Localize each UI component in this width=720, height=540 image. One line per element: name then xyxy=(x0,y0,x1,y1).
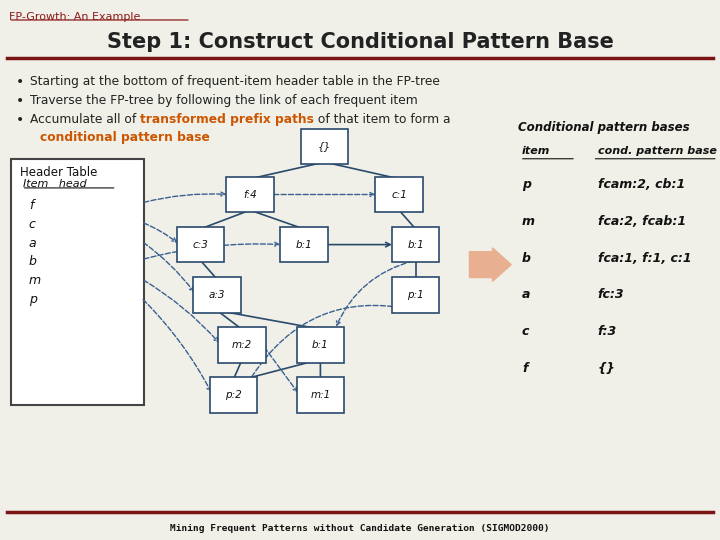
FancyBboxPatch shape xyxy=(301,129,348,164)
Text: conditional pattern base: conditional pattern base xyxy=(40,131,210,144)
Text: b: b xyxy=(522,252,531,265)
Text: Traverse the FP-tree by following the link of each frequent item: Traverse the FP-tree by following the li… xyxy=(30,94,418,107)
FancyBboxPatch shape xyxy=(210,377,257,413)
FancyArrow shape xyxy=(469,248,511,281)
FancyBboxPatch shape xyxy=(280,227,328,262)
Text: •: • xyxy=(16,113,24,127)
Text: f:4: f:4 xyxy=(243,190,257,199)
Text: b:1: b:1 xyxy=(312,340,329,350)
Text: Step 1: Construct Conditional Pattern Base: Step 1: Construct Conditional Pattern Ba… xyxy=(107,32,613,52)
Text: fcam:2, cb:1: fcam:2, cb:1 xyxy=(598,178,685,191)
Text: {}: {} xyxy=(318,141,331,151)
FancyBboxPatch shape xyxy=(375,177,423,212)
FancyBboxPatch shape xyxy=(11,159,144,405)
FancyBboxPatch shape xyxy=(176,227,224,262)
FancyBboxPatch shape xyxy=(392,277,439,313)
FancyBboxPatch shape xyxy=(218,327,266,363)
Text: •: • xyxy=(16,75,24,89)
FancyBboxPatch shape xyxy=(226,177,274,212)
Text: b: b xyxy=(29,255,37,268)
Text: Mining Frequent Patterns without Candidate Generation (SIGMOD2000): Mining Frequent Patterns without Candida… xyxy=(170,524,550,533)
Text: m: m xyxy=(522,215,535,228)
Text: fca:1, f:1, c:1: fca:1, f:1, c:1 xyxy=(598,252,691,265)
Text: fca:2, fcab:1: fca:2, fcab:1 xyxy=(598,215,685,228)
FancyBboxPatch shape xyxy=(297,377,344,413)
Text: item: item xyxy=(522,146,550,156)
Text: m: m xyxy=(29,274,41,287)
Text: FP-Growth: An Example: FP-Growth: An Example xyxy=(9,12,140,22)
Text: Header Table: Header Table xyxy=(20,166,97,179)
Text: Accumulate all of: Accumulate all of xyxy=(30,113,140,126)
Text: Item   head: Item head xyxy=(23,179,87,190)
FancyBboxPatch shape xyxy=(297,327,344,363)
Text: p:1: p:1 xyxy=(408,289,424,300)
Text: transformed prefix paths: transformed prefix paths xyxy=(140,113,314,126)
Text: p: p xyxy=(522,178,531,191)
Text: Conditional pattern bases: Conditional pattern bases xyxy=(518,122,690,134)
Text: f: f xyxy=(522,362,528,375)
Text: m:1: m:1 xyxy=(310,390,330,400)
Text: cond. pattern base: cond. pattern base xyxy=(598,146,716,156)
Text: c: c xyxy=(522,325,529,338)
Text: p: p xyxy=(29,293,37,306)
FancyBboxPatch shape xyxy=(392,227,439,262)
Text: a: a xyxy=(522,288,531,301)
Text: f:3: f:3 xyxy=(598,325,617,338)
Text: a: a xyxy=(29,237,37,249)
Text: c:3: c:3 xyxy=(192,240,208,249)
Text: Starting at the bottom of frequent-item header table in the FP-tree: Starting at the bottom of frequent-item … xyxy=(30,75,440,87)
Text: b:1: b:1 xyxy=(408,240,424,249)
Text: b:1: b:1 xyxy=(295,240,312,249)
Text: a:3: a:3 xyxy=(209,289,225,300)
Text: •: • xyxy=(16,94,24,108)
Text: m:2: m:2 xyxy=(232,340,252,350)
Text: fc:3: fc:3 xyxy=(598,288,624,301)
FancyBboxPatch shape xyxy=(193,277,240,313)
Text: of that item to form a: of that item to form a xyxy=(314,113,451,126)
Text: c: c xyxy=(29,218,36,231)
Text: {}: {} xyxy=(598,362,616,375)
Text: p:2: p:2 xyxy=(225,390,242,400)
Text: f: f xyxy=(29,199,33,212)
Text: c:1: c:1 xyxy=(391,190,407,199)
